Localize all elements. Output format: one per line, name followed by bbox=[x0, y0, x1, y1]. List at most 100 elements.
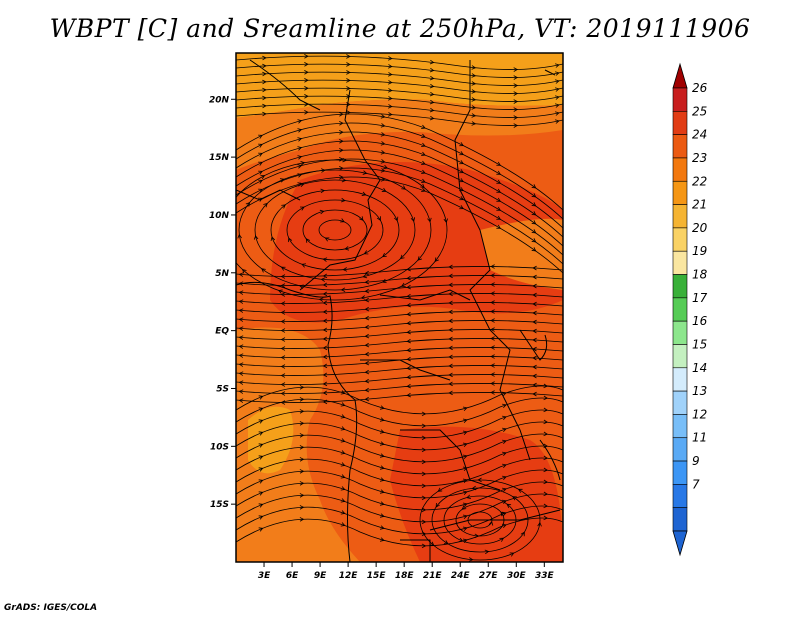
streamline-arrow bbox=[238, 398, 244, 403]
streamline-arrow bbox=[364, 333, 370, 339]
streamline-arrow bbox=[258, 443, 264, 448]
streamline-arrow bbox=[435, 502, 440, 508]
streamline bbox=[236, 469, 563, 499]
streamline bbox=[236, 140, 563, 238]
colorbar-label: 25 bbox=[692, 104, 707, 118]
streamline-arrow bbox=[322, 345, 328, 351]
streamline-arrow bbox=[304, 86, 309, 91]
colorbar-label: 19 bbox=[692, 244, 707, 258]
streamline-arrow bbox=[421, 519, 427, 525]
streamline-arrow bbox=[459, 142, 464, 147]
colorbar-segment bbox=[672, 87, 688, 112]
streamline-arrow bbox=[496, 215, 502, 220]
streamline bbox=[254, 179, 416, 281]
streamline-arrow bbox=[388, 72, 393, 77]
streamline-arrow bbox=[531, 193, 537, 198]
streamline-arrow bbox=[421, 142, 426, 148]
streamline-arrow bbox=[238, 380, 244, 385]
streamline bbox=[419, 479, 541, 561]
streamline-arrow bbox=[399, 254, 405, 260]
streamline-arrow bbox=[258, 503, 264, 508]
streamline-arrow bbox=[258, 431, 264, 436]
streamline-arrow bbox=[502, 415, 507, 421]
streamline-arrow bbox=[543, 455, 549, 461]
streamline-arrow bbox=[364, 378, 370, 384]
streamline-arrow bbox=[502, 463, 507, 469]
streamline-arrow bbox=[380, 114, 386, 119]
streamline-arrow bbox=[462, 490, 468, 496]
streamline-arrow bbox=[554, 119, 560, 124]
streamline-arrow bbox=[554, 79, 560, 84]
streamline-arrow bbox=[490, 354, 495, 359]
streamline-arrow bbox=[258, 170, 263, 175]
streamline bbox=[236, 356, 563, 367]
streamline-arrow bbox=[490, 336, 495, 341]
streamline-arrow bbox=[388, 56, 393, 61]
streamline-arrow bbox=[339, 148, 344, 153]
streamline-arrow bbox=[532, 364, 537, 370]
streamline-arrow bbox=[458, 537, 464, 543]
colorbar-segment bbox=[672, 297, 688, 322]
streamline-arrow bbox=[340, 438, 346, 443]
plot-frame bbox=[235, 52, 564, 563]
streamline bbox=[443, 495, 517, 545]
streamline bbox=[236, 167, 563, 265]
streamline-arrow bbox=[406, 383, 411, 389]
streamline-arrow bbox=[299, 433, 305, 438]
colorbar-segment bbox=[672, 320, 688, 345]
streamline bbox=[236, 55, 563, 70]
streamline-arrow bbox=[238, 272, 244, 277]
y-tick-label: 5S bbox=[216, 384, 229, 394]
streamline-arrow bbox=[341, 197, 346, 203]
streamline-arrow bbox=[429, 67, 435, 73]
colorbar: 26 25 24 23 22 21 20 19 18 17 16 15 14 13 12 11 9 7 bbox=[672, 62, 708, 557]
streamline-arrow bbox=[471, 97, 477, 102]
streamline-arrow bbox=[340, 402, 346, 407]
streamline-arrow bbox=[280, 310, 286, 315]
streamline-arrow bbox=[400, 282, 406, 287]
streamline-arrow bbox=[459, 151, 464, 156]
streamline-arrow bbox=[238, 317, 244, 322]
streamline-arrow bbox=[297, 164, 303, 169]
streamline-arrow bbox=[280, 266, 286, 271]
streamline-arrow bbox=[229, 202, 233, 206]
streamline-arrow bbox=[421, 151, 426, 157]
streamline-arrow bbox=[429, 107, 435, 113]
streamline-arrow bbox=[406, 365, 411, 371]
streamline-arrow bbox=[388, 64, 393, 69]
streamline-arrow bbox=[359, 216, 364, 221]
streamline-arrow bbox=[448, 273, 453, 279]
streamline bbox=[236, 95, 563, 110]
streamline-arrow bbox=[471, 113, 477, 118]
streamline-arrow bbox=[420, 183, 425, 189]
streamline-arrow bbox=[262, 71, 267, 77]
streamline-arrow bbox=[304, 94, 309, 99]
streamline-arrow bbox=[406, 302, 411, 308]
streamline bbox=[236, 79, 563, 94]
streamline bbox=[236, 385, 563, 415]
streamline-arrow bbox=[362, 273, 368, 279]
streamline-arrow bbox=[379, 501, 385, 506]
streamline-arrow bbox=[340, 498, 346, 503]
streamline-arrow bbox=[477, 477, 482, 483]
colorbar-segment bbox=[672, 250, 688, 275]
streamline-arrow bbox=[506, 503, 512, 509]
streamline-arrow bbox=[500, 511, 505, 517]
streamline-arrow bbox=[543, 383, 549, 389]
y-tick-label: EQ bbox=[215, 327, 229, 337]
streamline-arrow bbox=[496, 161, 502, 166]
streamline-arrow bbox=[448, 282, 453, 288]
streamline-arrow bbox=[388, 112, 393, 117]
streamline-arrow bbox=[322, 291, 328, 297]
streamline-arrow bbox=[406, 275, 411, 281]
y-axis: 20N 15N 10N 5N EQ 5S 10S 15S bbox=[209, 95, 236, 510]
plot-area bbox=[229, 53, 563, 562]
streamline-arrow bbox=[388, 104, 393, 109]
streamline bbox=[236, 284, 563, 295]
streamline-arrow bbox=[421, 459, 427, 465]
streamline-arrow bbox=[258, 197, 263, 202]
streamline-arrow bbox=[340, 218, 345, 223]
streamline-arrow bbox=[364, 270, 370, 276]
streamline-arrow bbox=[340, 462, 346, 467]
streamline-arrow bbox=[364, 351, 370, 357]
